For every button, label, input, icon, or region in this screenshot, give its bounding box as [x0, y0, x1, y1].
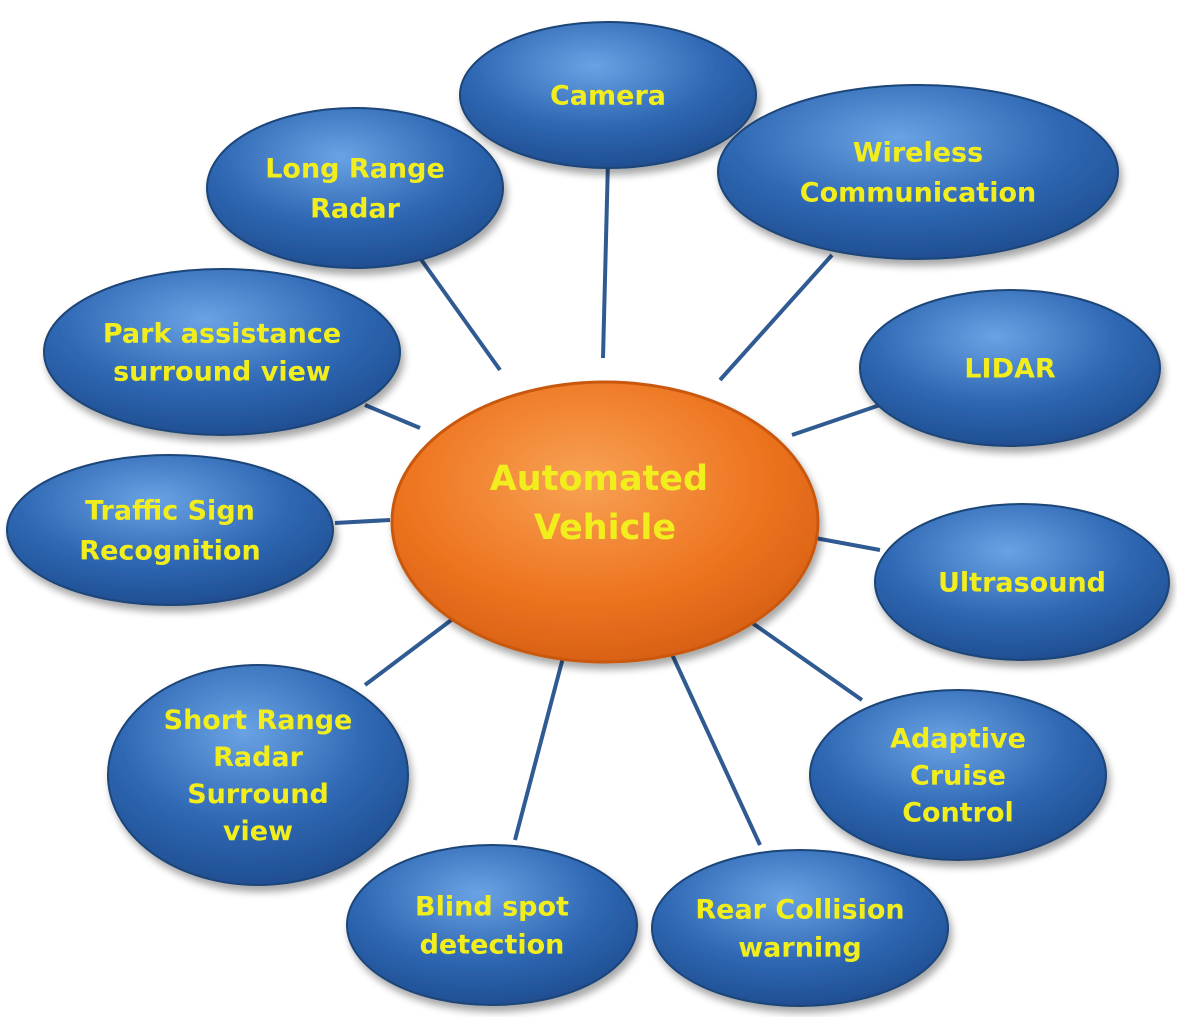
node-blind-spot-detection-ellipse — [346, 844, 638, 1006]
node-wireless-communication: Wireless Communication — [717, 84, 1119, 260]
node-park-assistance-label-line: Park assistance — [103, 318, 341, 349]
connector-ultrasound — [814, 536, 881, 552]
node-blind-spot-detection-label: Blind spot detection — [415, 891, 569, 960]
node-wireless-communication-ellipse — [717, 84, 1119, 260]
node-short-range-radar-label-line: Surround — [187, 779, 329, 810]
node-adaptive-cruise-control-label: Adaptive Cruise Control — [890, 723, 1026, 828]
node-rear-collision-warning: Rear Collision warning — [651, 849, 949, 1007]
node-adaptive-cruise-control-label-line: Control — [902, 797, 1014, 828]
node-camera: Camera — [459, 21, 757, 169]
node-lidar: LIDAR — [859, 289, 1161, 447]
connector-long-range-radar — [418, 256, 502, 372]
node-blind-spot-detection-label-line: Blind spot — [415, 891, 569, 922]
node-adaptive-cruise-control-ellipse — [809, 689, 1107, 861]
node-traffic-sign-recognition-ellipse — [6, 454, 334, 606]
connector-lidar — [791, 403, 881, 437]
node-short-range-radar-label-line: Radar — [213, 742, 304, 773]
node-short-range-radar: Short Range Radar Surround view — [107, 664, 409, 886]
node-traffic-sign-recognition: Traffic Sign Recognition — [6, 454, 334, 606]
node-ultrasound-ellipse — [874, 503, 1170, 661]
connector-adaptive-cruise-control — [746, 618, 864, 702]
connector-rear-collision-warning — [668, 649, 762, 846]
node-rear-collision-warning-label-line: Rear Collision — [695, 894, 904, 925]
node-park-assistance-label: Park assistance surround view — [103, 318, 341, 387]
connector-camera — [601, 159, 610, 359]
node-park-assistance: Park assistance surround view — [43, 268, 401, 436]
connector-short-range-radar — [363, 613, 460, 687]
node-blind-spot-detection: Blind spot detection — [346, 844, 638, 1006]
node-adaptive-cruise-control-label-line: Cruise — [910, 760, 1006, 791]
node-lidar-label: LIDAR — [964, 353, 1056, 384]
center-label-line-2: Vehicle — [534, 508, 676, 548]
node-ultrasound-label-line: Ultrasound — [938, 567, 1106, 598]
node-short-range-radar-label-line: view — [223, 816, 293, 847]
node-long-range-radar-ellipse — [206, 107, 504, 269]
node-park-assistance-ellipse — [43, 268, 401, 436]
outer-nodes: Camera Wireless Communication LIDAR Ultrasou… — [6, 21, 1170, 1007]
node-park-assistance-label-line: surround view — [113, 356, 331, 387]
node-adaptive-cruise-control-label-line: Adaptive — [890, 723, 1026, 754]
node-wireless-communication-label: Wireless Communication — [800, 137, 1037, 208]
node-long-range-radar-label-line: Radar — [310, 193, 401, 224]
node-traffic-sign-recognition-label-line: Recognition — [79, 535, 260, 566]
node-rear-collision-warning-label: Rear Collision warning — [695, 894, 904, 963]
center-label-line-1: Automated — [490, 459, 708, 499]
node-camera-label-line: Camera — [550, 80, 666, 111]
node-lidar-label-line: LIDAR — [964, 353, 1056, 384]
connector-wireless-communication — [718, 253, 834, 382]
node-ultrasound: Ultrasound — [874, 503, 1170, 661]
node-traffic-sign-recognition-label: Traffic Sign Recognition — [79, 495, 260, 566]
node-wireless-communication-label-line: Wireless — [853, 137, 983, 168]
node-camera-ellipse — [459, 21, 757, 169]
node-long-range-radar: Long Range Radar — [206, 107, 504, 269]
node-traffic-sign-recognition-label-line: Traffic Sign — [85, 495, 255, 526]
node-short-range-radar-label-line: Short Range — [164, 705, 353, 736]
connector-lines — [334, 159, 881, 846]
node-wireless-communication-label-line: Communication — [800, 177, 1037, 208]
connector-blind-spot-detection — [513, 649, 567, 841]
node-long-range-radar-label: Long Range Radar — [265, 153, 445, 224]
node-short-range-radar-ellipse — [107, 664, 409, 886]
node-lidar-ellipse — [859, 289, 1161, 447]
node-rear-collision-warning-label-line: warning — [738, 932, 862, 963]
center-node: Automated Vehicle — [390, 380, 820, 664]
node-ultrasound-label: Ultrasound — [938, 567, 1106, 598]
connector-park-assistance — [364, 403, 421, 430]
node-short-range-radar-label: Short Range Radar Surround view — [164, 705, 353, 847]
node-blind-spot-detection-label-line: detection — [420, 929, 565, 960]
node-long-range-radar-label-line: Long Range — [265, 153, 445, 184]
connector-traffic-sign-recognition — [334, 518, 391, 525]
node-rear-collision-warning-ellipse — [651, 849, 949, 1007]
node-camera-label: Camera — [550, 80, 666, 111]
node-adaptive-cruise-control: Adaptive Cruise Control — [809, 689, 1107, 861]
svg-text:Automated Vehicle: Automated Vehicle — [490, 459, 721, 548]
